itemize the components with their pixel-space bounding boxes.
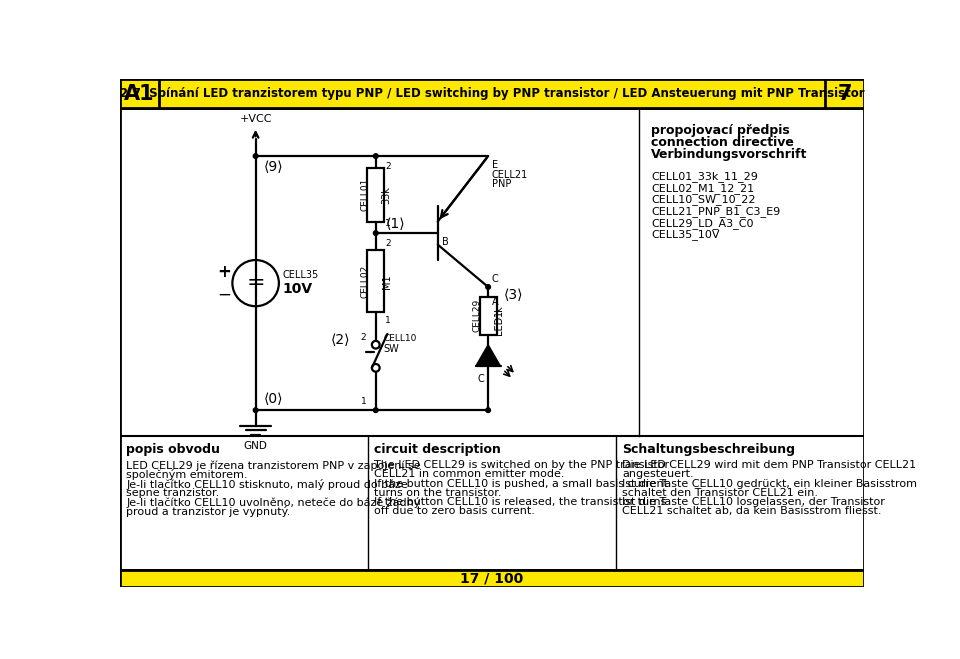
Text: 2: 2 — [385, 239, 391, 248]
Text: CELL10: CELL10 — [383, 334, 417, 343]
Text: GND: GND — [244, 441, 268, 451]
Bar — [120, 79, 158, 108]
Text: +: + — [218, 262, 231, 281]
Circle shape — [253, 408, 258, 413]
Text: CELL35_10V: CELL35_10V — [651, 229, 719, 240]
Text: 17 / 100: 17 / 100 — [461, 571, 523, 585]
Text: Verbindungsvorschrift: Verbindungsvorschrift — [651, 148, 807, 161]
Text: CELL29: CELL29 — [472, 299, 481, 333]
Text: The LED CELL29 is switched on by the PNP transistor: The LED CELL29 is switched on by the PNP… — [374, 460, 669, 471]
Text: popis obvodu: popis obvodu — [126, 444, 220, 456]
Bar — [826, 79, 864, 108]
Text: Schaltungsbeschreibung: Schaltungsbeschreibung — [622, 444, 795, 456]
Text: proud a tranzistor je vypnutý.: proud a tranzistor je vypnutý. — [126, 506, 291, 517]
Text: ⟨0⟩: ⟨0⟩ — [263, 392, 283, 407]
Text: =: = — [247, 273, 265, 293]
Text: Je-li tlačítko CELL10 uvolněno, neteče do báze žádný: Je-li tlačítko CELL10 uvolněno, neteče d… — [126, 497, 420, 508]
Text: A: A — [492, 297, 498, 307]
Text: CELL02_M1_12_21: CELL02_M1_12_21 — [651, 183, 754, 194]
Text: 10V: 10V — [283, 282, 313, 297]
Text: ⟨3⟩: ⟨3⟩ — [504, 288, 523, 302]
Text: angesteuert.: angesteuert. — [622, 469, 694, 480]
Text: CELL21: CELL21 — [492, 170, 528, 180]
Text: If the button CELL10 is released, the transistor turns: If the button CELL10 is released, the tr… — [374, 497, 666, 507]
Text: 2.7  Spínání LED tranzistorem typu PNP / LED switching by PNP transistor / LED A: 2.7 Spínání LED tranzistorem typu PNP / … — [120, 87, 864, 100]
Polygon shape — [476, 345, 500, 366]
Text: společným emitorem.: společným emitorem. — [126, 469, 248, 480]
Text: ⟨1⟩: ⟨1⟩ — [385, 217, 405, 231]
Text: CELL10_SW_10_22: CELL10_SW_10_22 — [651, 194, 756, 206]
Text: A1: A1 — [124, 84, 155, 103]
Text: CELL02: CELL02 — [360, 264, 370, 298]
Text: B: B — [442, 237, 448, 247]
Text: M1: M1 — [382, 274, 392, 289]
Text: CELL29_LD_A3_C0: CELL29_LD_A3_C0 — [651, 217, 754, 229]
Text: off due to zero basis current.: off due to zero basis current. — [374, 506, 535, 517]
Text: CELL01: CELL01 — [360, 178, 370, 212]
Text: SW: SW — [383, 345, 399, 355]
Text: circuit description: circuit description — [374, 444, 501, 456]
Text: PNP: PNP — [492, 179, 512, 189]
Text: LED CELL29 je řízena tranzistorem PNP v zapojení se: LED CELL29 je řízena tranzistorem PNP v … — [126, 460, 420, 471]
Text: Ist die Taste CELL10 gedrückt, ein kleiner Basisstrom: Ist die Taste CELL10 gedrückt, ein klein… — [622, 478, 917, 489]
Text: C: C — [477, 374, 484, 384]
Text: turns on the transistor.: turns on the transistor. — [374, 488, 502, 498]
Text: +VCC: +VCC — [239, 114, 272, 124]
Bar — [368, 250, 384, 312]
Text: 1: 1 — [385, 219, 391, 229]
Text: propojovací předpis: propojovací předpis — [651, 124, 790, 136]
Text: −: − — [218, 286, 231, 304]
Text: CELL21 in common emitter mode.: CELL21 in common emitter mode. — [374, 469, 564, 480]
Text: CELL21_PNP_B1_C3_E9: CELL21_PNP_B1_C3_E9 — [651, 206, 780, 217]
Text: Ist die Taste CELL10 losgelassen, der Transistor: Ist die Taste CELL10 losgelassen, der Tr… — [622, 497, 885, 507]
Text: 7: 7 — [837, 84, 852, 103]
Circle shape — [373, 154, 378, 158]
Text: 33k: 33k — [382, 186, 392, 204]
Text: LED: LED — [494, 316, 504, 335]
Circle shape — [373, 408, 378, 413]
Text: sepne tranzistor.: sepne tranzistor. — [126, 488, 220, 498]
Text: ⟨2⟩: ⟨2⟩ — [331, 333, 350, 347]
Text: C: C — [492, 274, 499, 284]
Text: connection directive: connection directive — [651, 136, 794, 149]
Circle shape — [486, 285, 491, 289]
Text: 1k: 1k — [494, 304, 504, 316]
Text: If the button CELL10 is pushed, a small basis current: If the button CELL10 is pushed, a small … — [374, 478, 668, 489]
Circle shape — [253, 154, 258, 158]
Circle shape — [486, 408, 491, 413]
Text: Die LED CELL29 wird mit dem PNP Transistor CELL21: Die LED CELL29 wird mit dem PNP Transist… — [622, 460, 917, 471]
Text: ⟨9⟩: ⟨9⟩ — [263, 160, 283, 174]
Bar — [368, 167, 384, 221]
Text: E: E — [492, 160, 498, 170]
Text: schaltet den Transistor CELL21 ein.: schaltet den Transistor CELL21 ein. — [622, 488, 818, 498]
Text: 1: 1 — [385, 316, 391, 325]
Text: 2: 2 — [361, 333, 367, 342]
Bar — [120, 569, 864, 587]
Text: CELL21 schaltet ab, da kein Basisstrom fliesst.: CELL21 schaltet ab, da kein Basisstrom f… — [622, 506, 881, 517]
Bar — [480, 297, 496, 335]
Text: Je-li tlačítko CELL10 stisknuto, malý proud do báze: Je-li tlačítko CELL10 stisknuto, malý pr… — [126, 478, 408, 490]
Text: CELL01_33k_11_29: CELL01_33k_11_29 — [651, 171, 757, 183]
Text: 2: 2 — [385, 162, 391, 171]
Circle shape — [373, 231, 378, 235]
Text: CELL35: CELL35 — [283, 270, 319, 281]
Bar — [120, 79, 864, 108]
Text: 1: 1 — [361, 397, 367, 407]
